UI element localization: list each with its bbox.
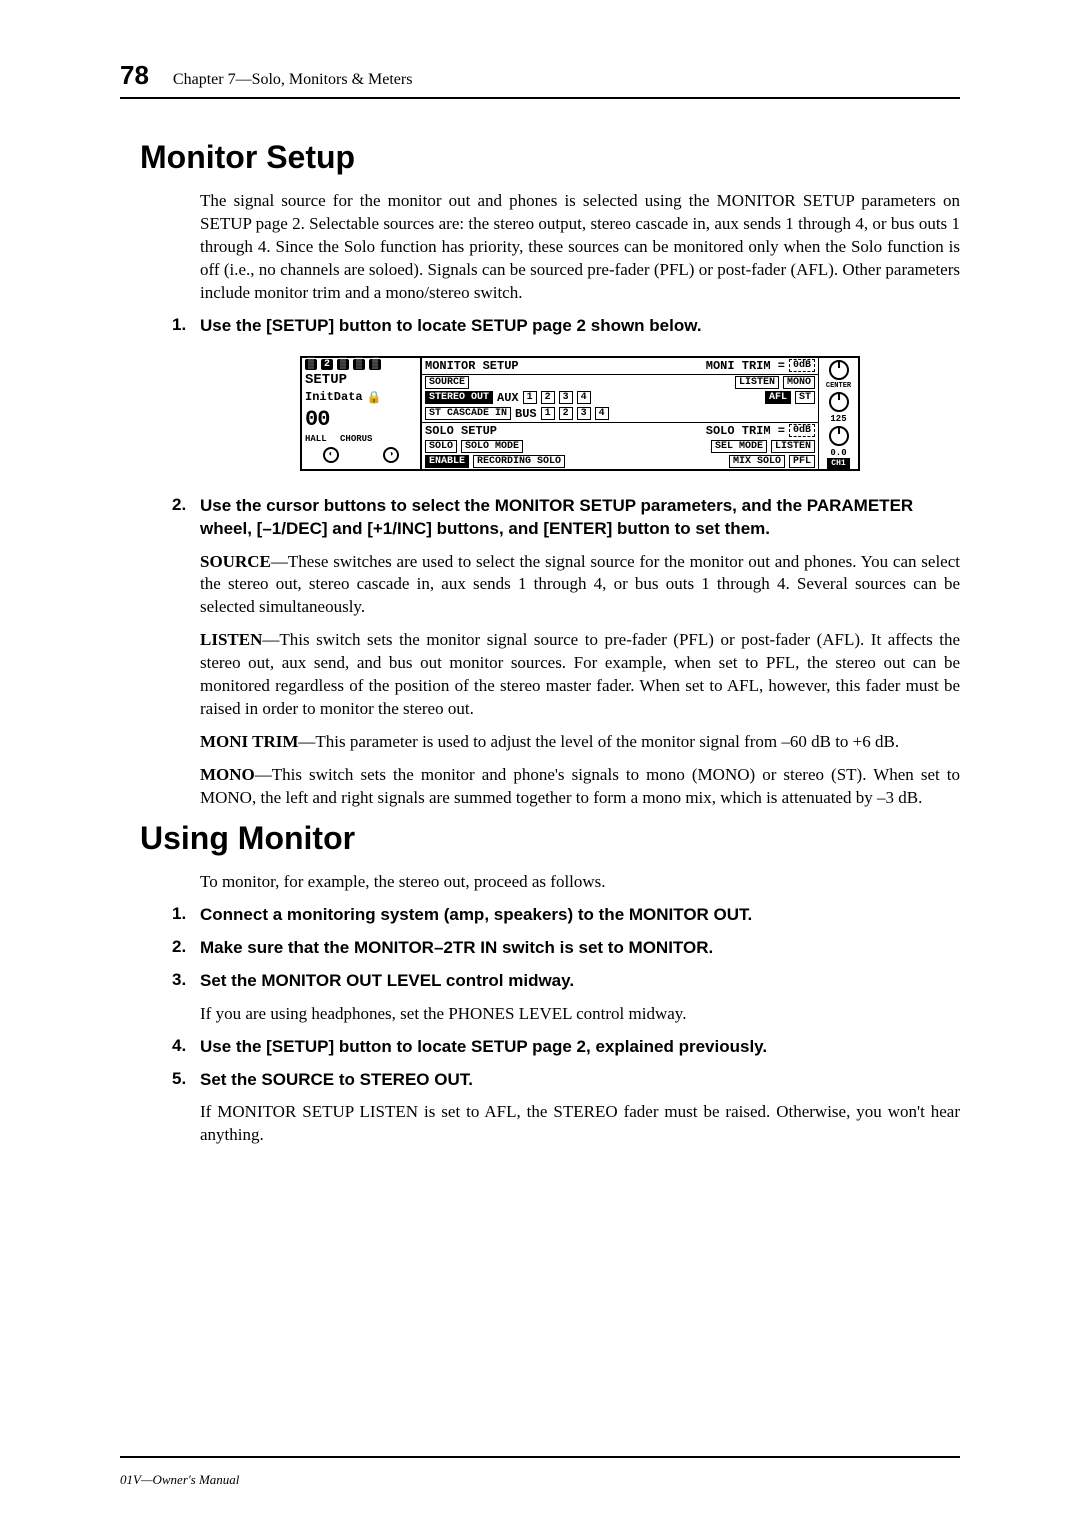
page-header: 78 Chapter 7—Solo, Monitors & Meters [120, 60, 960, 99]
step-number: 1. [172, 904, 200, 927]
lcd-counter: 00 [305, 407, 329, 432]
lcd-tab: ▒ [337, 359, 349, 370]
lcd-solo-mode: SOLO MODE [461, 440, 523, 453]
lcd-center: CENTER [819, 382, 858, 390]
lcd-00: 0.0 [819, 448, 858, 458]
lcd-hall: HALL [305, 434, 327, 444]
knob-icon [829, 426, 849, 446]
lcd-aux-label: AUX [497, 391, 519, 405]
lcd-afl: AFL [765, 391, 791, 404]
step-text: Use the cursor buttons to select the MON… [200, 495, 960, 541]
lcd-n4: 4 [577, 391, 591, 404]
footer-rule [120, 1456, 960, 1458]
lcd-solo-setup: SOLO SETUP [425, 424, 497, 438]
step-number: 2. [172, 495, 200, 541]
term: SOURCE [200, 552, 271, 571]
lcd-n3: 3 [559, 391, 573, 404]
lcd-enable: ENABLE [425, 455, 469, 468]
lcd-solo: SOLO [425, 440, 457, 453]
term: MONO [200, 765, 255, 784]
lcd-tab: ▒ [369, 359, 381, 370]
section-title-using-monitor: Using Monitor [140, 820, 960, 857]
step-number: 1. [172, 315, 200, 338]
step-2: 2. Use the cursor buttons to select the … [172, 495, 960, 541]
lcd-moni-trim-val: 0dB [789, 359, 815, 372]
lcd-sel-mode: SEL MODE [711, 440, 767, 453]
lcd-n1: 1 [523, 391, 537, 404]
lcd-st: ST [795, 391, 815, 404]
lcd-cascade: ST CASCADE IN [425, 407, 511, 420]
definition-mono: MONO—This switch sets the monitor and ph… [200, 764, 960, 810]
lcd-moni-trim-label: MONI TRIM = [706, 359, 785, 373]
definition-text: —This parameter is used to adjust the le… [298, 732, 899, 751]
step-number: 3. [172, 970, 200, 993]
definition-source: SOURCE—These switches are used to select… [200, 551, 960, 620]
chapter-name: Chapter 7—Solo, Monitors & Meters [173, 71, 413, 89]
step-body: If you are using headphones, set the PHO… [200, 1003, 960, 1026]
page-number: 78 [120, 60, 149, 91]
footer-text: 01V—Owner's Manual [120, 1472, 239, 1488]
step-4: 4.Use the [SETUP] button to locate SETUP… [172, 1036, 960, 1059]
lock-icon: 🔒 [367, 390, 382, 405]
definition-moni-trim: MONI TRIM—This parameter is used to adju… [200, 731, 960, 754]
lcd-n4: 4 [595, 407, 609, 420]
step-1: 1. Use the [SETUP] button to locate SETU… [172, 315, 960, 338]
lcd-stereo-out: STEREO OUT [425, 391, 493, 404]
intro-paragraph: To monitor, for example, the stereo out,… [200, 871, 960, 894]
lcd-bus-label: BUS [515, 407, 537, 421]
step-number: 5. [172, 1069, 200, 1092]
lcd-initdata: InitData [305, 390, 363, 404]
step-text: Use the [SETUP] button to locate SETUP p… [200, 1036, 767, 1059]
lcd-n2: 2 [559, 407, 573, 420]
lcd-solo-trim-label: SOLO TRIM = [706, 424, 785, 438]
intro-paragraph: The signal source for the monitor out an… [200, 190, 960, 305]
step-2: 2.Make sure that the MONITOR–2TR IN swit… [172, 937, 960, 960]
lcd-listen: LISTEN [735, 376, 779, 389]
step-5: 5.Set the SOURCE to STEREO OUT. [172, 1069, 960, 1092]
step-3: 3.Set the MONITOR OUT LEVEL control midw… [172, 970, 960, 993]
definition-text: —This switch sets the monitor and phone'… [200, 765, 960, 807]
lcd-tab: ▒ [353, 359, 365, 370]
step-number: 4. [172, 1036, 200, 1059]
step-text: Connect a monitoring system (amp, speake… [200, 904, 752, 927]
lcd-tab: ▒ [305, 359, 317, 370]
term: MONI TRIM [200, 732, 298, 751]
step-text: Set the MONITOR OUT LEVEL control midway… [200, 970, 574, 993]
step-text: Make sure that the MONITOR–2TR IN switch… [200, 937, 713, 960]
lcd-chorus: CHORUS [340, 434, 372, 444]
lcd-n3: 3 [577, 407, 591, 420]
lcd-n1: 1 [541, 407, 555, 420]
step-text: Set the SOURCE to STEREO OUT. [200, 1069, 473, 1092]
lcd-mix-solo: MIX SOLO [729, 455, 785, 468]
knob-icon [829, 360, 849, 380]
step-body: If MONITOR SETUP LISTEN is set to AFL, t… [200, 1101, 960, 1147]
definition-listen: LISTEN—This switch sets the monitor sign… [200, 629, 960, 721]
pan-icon-l: ◐ [323, 447, 339, 463]
lcd-tab-2: 2 [321, 359, 333, 370]
lcd-mono: MONO [783, 376, 815, 389]
lcd-setup-label: SETUP [305, 372, 347, 388]
section-title-monitor-setup: Monitor Setup [140, 139, 960, 176]
pan-icon-r: ◑ [383, 447, 399, 463]
lcd-125: 125 [819, 414, 858, 424]
step-1: 1.Connect a monitoring system (amp, spea… [172, 904, 960, 927]
step-number: 2. [172, 937, 200, 960]
lcd-source-label: SOURCE [425, 376, 469, 389]
lcd-solo-trim-val: 0dB [789, 424, 815, 437]
lcd-screenshot: ▒2▒▒▒ SETUP InitData🔒 00 HALL CHORUS ◐◑ … [200, 356, 960, 471]
lcd-listen2: LISTEN [771, 440, 815, 453]
step-text: Use the [SETUP] button to locate SETUP p… [200, 315, 702, 338]
lcd-pfl: PFL [789, 455, 815, 468]
lcd-rec-solo: RECORDING SOLO [473, 455, 565, 468]
definition-text: —These switches are used to select the s… [200, 552, 960, 617]
lcd-section-title: MONITOR SETUP [425, 359, 519, 373]
lcd-ch1: CH1 [827, 458, 849, 469]
knob-icon [829, 392, 849, 412]
definition-text: —This switch sets the monitor signal sou… [200, 630, 960, 718]
lcd-n2: 2 [541, 391, 555, 404]
term: LISTEN [200, 630, 262, 649]
